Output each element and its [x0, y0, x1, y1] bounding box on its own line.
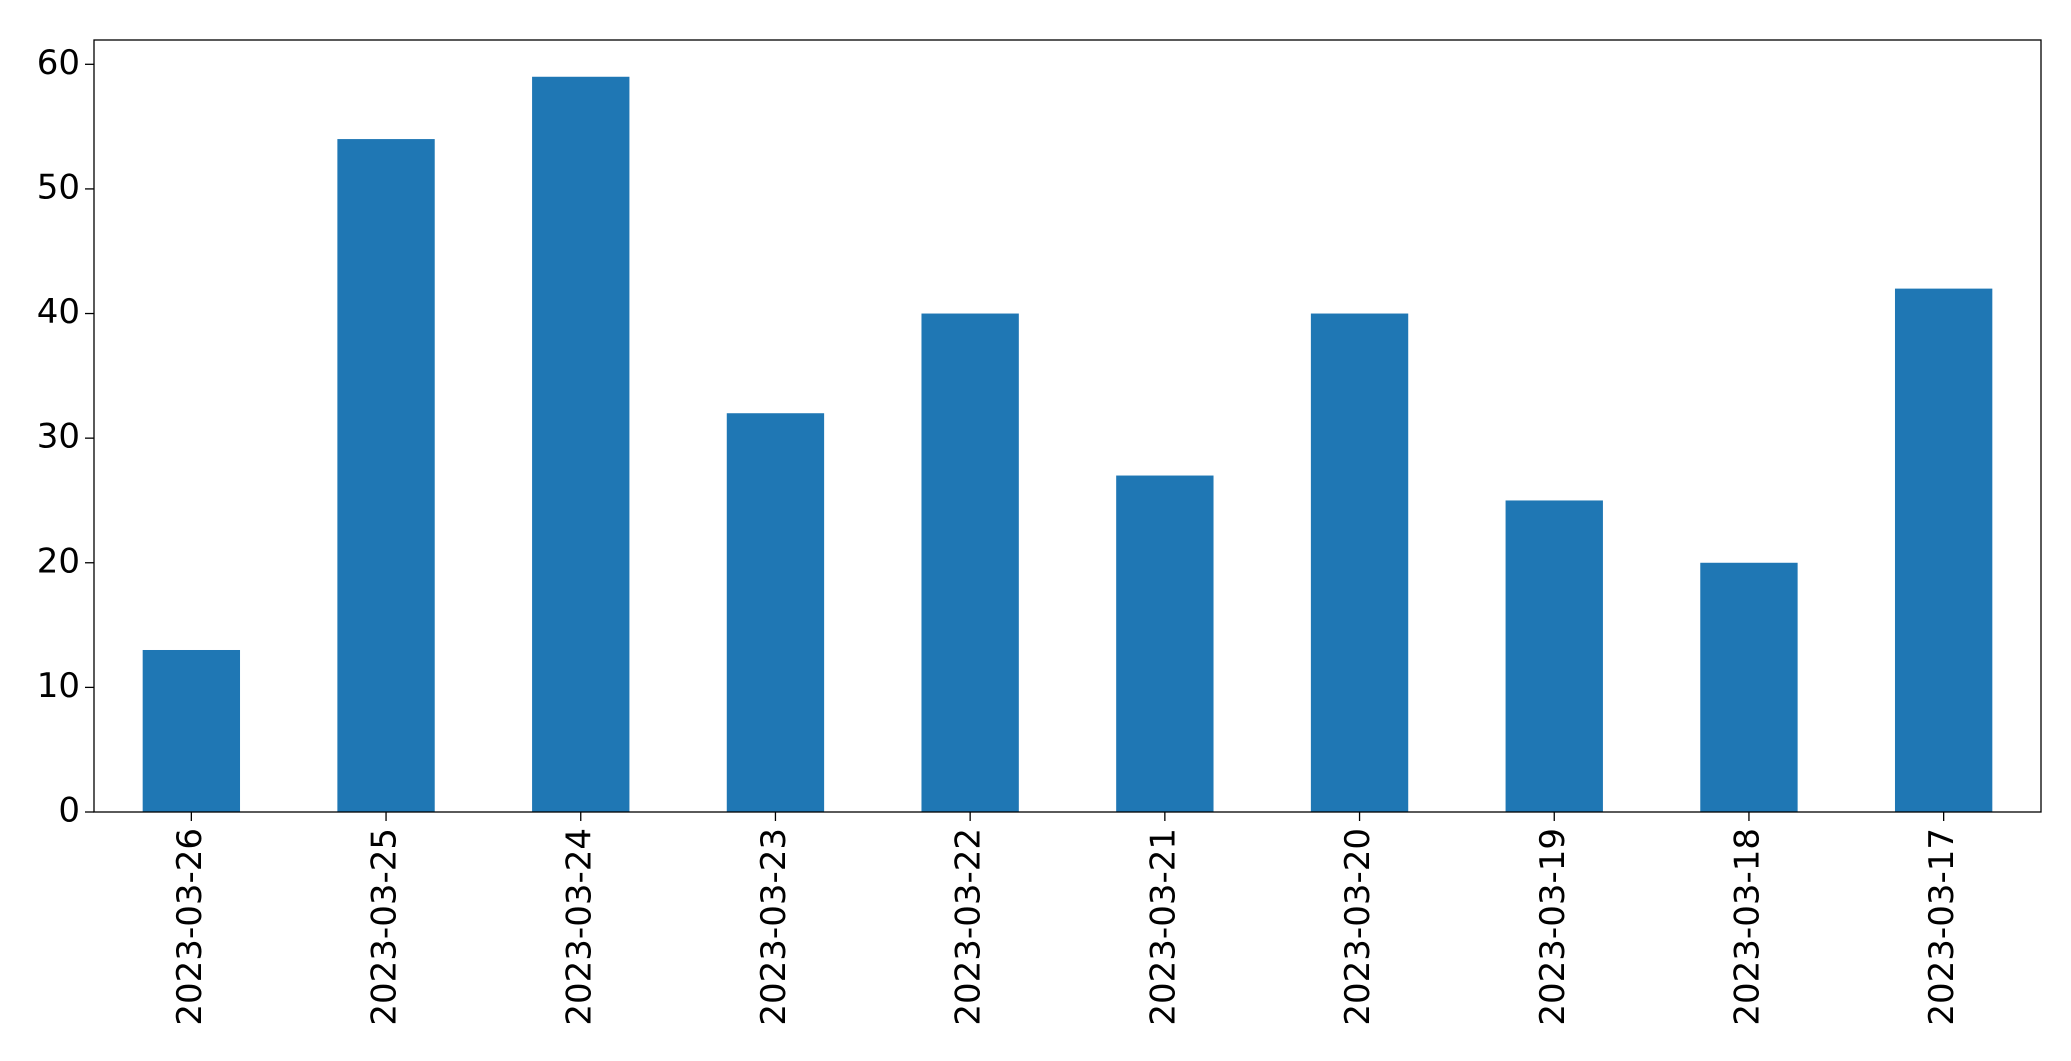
bar — [1700, 562, 1798, 812]
x-tick-label: 2023-03-18 — [1727, 828, 1767, 1026]
y-tick-label: 30 — [37, 417, 80, 457]
x-tick-label: 2023-03-22 — [949, 828, 989, 1026]
y-tick-label: 50 — [37, 167, 80, 207]
y-tick-label: 20 — [37, 541, 80, 581]
y-tick-label: 10 — [37, 666, 80, 706]
bar — [1894, 288, 1993, 812]
x-tick-label: 2023-03-24 — [559, 828, 599, 1026]
x-tick-label: 2023-03-21 — [1143, 828, 1183, 1026]
bar — [921, 313, 1019, 812]
bar — [142, 649, 241, 812]
y-tick-label: 40 — [37, 292, 80, 332]
bar — [1505, 500, 1603, 812]
x-tick-label: 2023-03-23 — [754, 828, 794, 1026]
bar — [337, 139, 435, 813]
bar — [1310, 313, 1409, 812]
y-tick-label: 60 — [37, 43, 80, 83]
bar — [726, 413, 825, 812]
x-tick-label: 2023-03-19 — [1533, 828, 1573, 1026]
x-tick-label: 2023-03-25 — [365, 828, 405, 1026]
y-tick-label: 0 — [58, 791, 80, 831]
bar — [532, 76, 630, 812]
bar — [1116, 475, 1214, 812]
x-tick-label: 2023-03-26 — [170, 828, 210, 1026]
x-tick-label: 2023-03-17 — [1922, 828, 1962, 1026]
x-tick-label: 2023-03-20 — [1338, 828, 1378, 1026]
plot-frame — [93, 39, 2042, 813]
